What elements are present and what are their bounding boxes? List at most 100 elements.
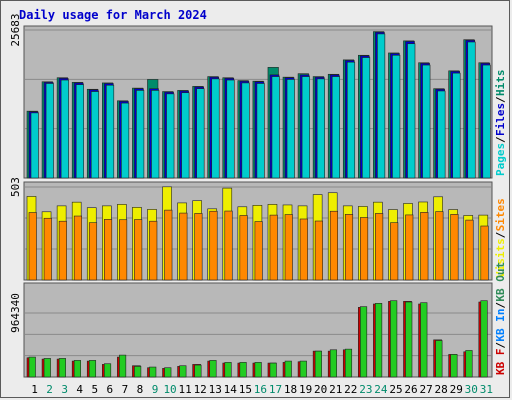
bar-sites-23 [360, 217, 369, 281]
bar-sites-2 [43, 217, 52, 281]
day-label-18: 18 [284, 383, 297, 396]
day-label-7: 7 [122, 383, 129, 396]
bar-kb-out-17 [269, 362, 277, 378]
bar-pages-4 [75, 84, 84, 179]
bar-sites-26 [405, 214, 414, 281]
day-label-24: 24 [374, 383, 388, 396]
legend-separator: / [494, 96, 507, 103]
chart-title: Daily usage for March 2024 [19, 8, 207, 22]
bar-sites-28 [435, 211, 444, 281]
legend-separator: / [494, 342, 507, 349]
day-label-4: 4 [76, 383, 83, 396]
bar-sites-17 [269, 214, 278, 281]
bar-kb-out-12 [194, 364, 202, 378]
day-label-14: 14 [224, 383, 238, 396]
day-label-5: 5 [91, 383, 98, 396]
bar-sites-11 [179, 212, 188, 281]
day-label-27: 27 [419, 383, 432, 396]
day-label-17: 17 [269, 383, 282, 396]
bar-sites-12 [194, 213, 203, 281]
bar-pages-18 [286, 79, 295, 179]
bar-pages-3 [60, 79, 69, 179]
legend-separator: / [494, 231, 507, 238]
day-label-29: 29 [450, 383, 463, 396]
bar-kb-out-14 [224, 362, 232, 378]
bar-pages-10 [166, 93, 175, 179]
bar-sites-7 [119, 219, 128, 281]
day-label-1: 1 [31, 383, 38, 396]
bar-pages-9 [151, 90, 160, 179]
legend-visits: Visits [494, 238, 507, 278]
bar-pages-27 [422, 64, 431, 179]
bar-kb-out-10 [164, 367, 172, 378]
bar-kb-out-20 [314, 350, 322, 378]
bar-sites-18 [284, 214, 293, 281]
bar-sites-4 [73, 215, 82, 281]
day-label-19: 19 [299, 383, 312, 396]
bar-kb-out-7 [119, 354, 127, 378]
bar-pages-25 [392, 54, 401, 179]
bar-pages-20 [316, 78, 325, 179]
bar-kb-out-25 [390, 300, 398, 378]
bar-sites-27 [420, 212, 429, 281]
bar-sites-9 [149, 220, 158, 281]
bar-sites-1 [28, 212, 37, 281]
bar-pages-26 [407, 43, 416, 179]
bar-pages-15 [241, 82, 250, 179]
bar-sites-13 [209, 210, 218, 281]
bar-kb-out-19 [299, 360, 307, 378]
bar-sites-15 [239, 215, 248, 281]
bar-pages-11 [181, 92, 190, 179]
day-label-16: 16 [254, 383, 267, 396]
bar-kb-out-15 [239, 362, 247, 378]
bar-sites-25 [390, 222, 399, 281]
bar-sites-3 [58, 220, 67, 281]
bar-sites-16 [254, 221, 263, 281]
bar-kb-out-4 [73, 360, 81, 378]
day-label-22: 22 [344, 383, 357, 396]
bar-pages-31 [482, 64, 491, 179]
bar-pages-2 [45, 83, 54, 179]
bar-kb-out-3 [58, 358, 66, 378]
legend-kb-f: KB F [494, 349, 507, 376]
bar-pages-13 [211, 78, 220, 179]
bar-pages-16 [256, 83, 265, 179]
bar-sites-20 [314, 220, 323, 281]
legend-files: Files [494, 103, 507, 136]
day-label-23: 23 [359, 383, 372, 396]
bar-kb-out-21 [329, 349, 338, 378]
day-label-6: 6 [107, 383, 114, 396]
bar-kb-out-30 [465, 350, 473, 378]
bar-sites-29 [450, 214, 459, 281]
day-label-8: 8 [137, 383, 144, 396]
bar-sites-14 [224, 210, 233, 281]
plot-area-3 [23, 282, 493, 378]
bar-kb-out-29 [450, 354, 458, 378]
bar-kb-out-1 [28, 356, 36, 378]
bar-pages-23 [362, 57, 371, 179]
day-label-3: 3 [61, 383, 68, 396]
bar-kb-out-28 [435, 340, 443, 378]
day-label-31: 31 [480, 383, 493, 396]
bar-kb-out-6 [104, 363, 112, 378]
day-label-21: 21 [329, 383, 342, 396]
bar-pages-30 [467, 41, 476, 179]
bar-pages-8 [136, 90, 145, 179]
bar-kb-out-22 [344, 348, 353, 378]
bar-kb-out-9 [149, 366, 157, 378]
bar-sites-21 [329, 210, 339, 281]
bar-sites-30 [465, 219, 474, 281]
y-tick-label: 964340 [9, 293, 22, 333]
bar-kb-out-23 [360, 306, 368, 378]
bar-pages-24 [377, 33, 386, 179]
y-tick-label: 503 [9, 177, 22, 197]
bar-kb-out-13 [209, 360, 217, 378]
day-label-2: 2 [46, 383, 53, 396]
legend-separator: / [494, 136, 507, 143]
day-label-13: 13 [209, 383, 222, 396]
bar-kb-out-8 [134, 366, 142, 378]
bar-sites-6 [104, 219, 113, 281]
bar-kb-out-16 [254, 362, 262, 378]
bar-sites-8 [134, 219, 143, 281]
